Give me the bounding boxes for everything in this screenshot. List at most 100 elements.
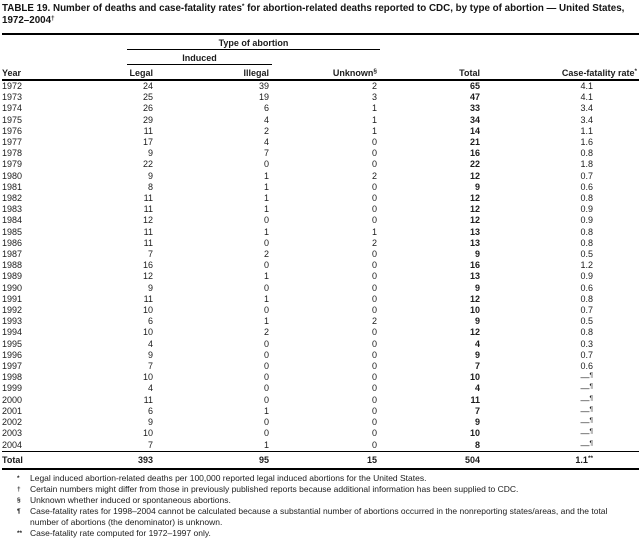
table-row: 1986 11 0 2 13 0.8 (2, 238, 639, 249)
unknown-cell: 0 (371, 271, 377, 282)
year-cell: 2000 (2, 394, 23, 405)
footnote-marker: ** (17, 529, 23, 537)
illegal-cell: 39 (258, 81, 269, 91)
footnote-text: Legal induced abortion-related deaths pe… (30, 472, 427, 483)
unknown-cell: 0 (371, 249, 377, 260)
total-cell: 21 (469, 137, 480, 148)
year-cell: 1975 (2, 114, 23, 125)
legal-cell: 9 (147, 148, 153, 159)
total-cell: 13 (469, 226, 480, 237)
rate-cell: 4.1 (580, 92, 593, 103)
illegal-cell: 0 (263, 159, 269, 170)
rate-cell: 0.8 (580, 327, 593, 338)
total-cell: 504 (380, 450, 480, 470)
table-row: 2002 9 0 0 9 —¶ (2, 417, 639, 428)
total-cell: 12 (469, 193, 480, 204)
illegal-cell: 4 (263, 114, 269, 125)
table-row: 1978 9 7 0 16 0.8 (2, 148, 639, 159)
unknown-cell: 1 (371, 125, 377, 136)
rate-cell: 1.8 (580, 159, 593, 170)
year-cell: 1997 (2, 361, 23, 372)
unknown-cell: 0 (371, 204, 377, 215)
illegal-cell: 1 (263, 193, 269, 204)
total-cell: 7 (474, 405, 480, 416)
table-row: 1995 4 0 0 4 0.3 (2, 339, 639, 350)
rate-cell: 0.9 (580, 271, 593, 282)
total-cell: 8 (474, 439, 480, 450)
table-row: 1991 11 1 0 12 0.8 (2, 294, 639, 305)
total-cell: 9 (474, 349, 480, 360)
illegal-cell: 0 (263, 338, 269, 349)
year-cell: 1992 (2, 305, 23, 316)
footnote-marker: * (17, 474, 20, 482)
rate-cell: 1.1** (480, 450, 639, 470)
table-row: 1990 9 0 0 9 0.6 (2, 283, 639, 294)
rate-cell: —¶ (580, 372, 594, 383)
unknown-cell: 0 (371, 361, 377, 372)
legal-cell: 10 (142, 305, 153, 316)
footnote-text: Unknown whether induced or spontaneous a… (30, 494, 231, 505)
footnote-text: Case-fatality rates for 1998–2004 cannot… (30, 505, 608, 527)
total-cell: 12 (469, 204, 480, 215)
title-text: TABLE 19. Number of deaths and case-fata… (2, 3, 242, 14)
illegal-cell: 0 (263, 394, 269, 405)
table-row: 1976 11 2 1 14 1.1 (2, 126, 639, 137)
year-cell: 2003 (2, 428, 23, 439)
rate-cell: —¶ (580, 394, 594, 405)
total-cell: 4 (474, 383, 480, 394)
spanner-row-induced: Induced (2, 49, 639, 65)
column-header-row: Year Legal Illegal Unknown§ Total Case-f… (2, 64, 639, 81)
unknown-cell: 0 (371, 439, 377, 450)
table-row: 1987 7 2 0 9 0.5 (2, 249, 639, 260)
total-cell: 16 (469, 260, 480, 271)
footnotes: * Legal induced abortion-related deaths p… (17, 473, 637, 539)
legal-cell: 11 (143, 226, 153, 237)
table-row: 1992 10 0 0 10 0.7 (2, 305, 639, 316)
total-cell: 9 (474, 249, 480, 260)
table-row: 1994 10 2 0 12 0.8 (2, 327, 639, 338)
cell-footnote-marker: ¶ (589, 383, 594, 391)
table-row: 1984 12 0 0 12 0.9 (2, 215, 639, 226)
year-cell: 1973 (2, 92, 23, 103)
illegal-cell: 1 (263, 204, 269, 215)
table-row: 1999 4 0 0 4 —¶ (2, 383, 639, 394)
year-cell: 1994 (2, 327, 23, 338)
total-cell: 9 (474, 282, 480, 293)
illegal-cell: 0 (263, 383, 269, 394)
legal-cell: 11 (143, 193, 153, 204)
illegal-cell: 0 (263, 237, 269, 248)
rate-cell: 0.9 (580, 215, 593, 226)
unknown-cell: 0 (371, 327, 377, 338)
footnote: § Unknown whether induced or spontaneous … (17, 495, 637, 506)
year-cell: 1983 (2, 204, 23, 215)
rate-cell: 0.8 (580, 193, 593, 204)
illegal-cell: 95 (159, 450, 272, 470)
footnote-text: Case-fatality rate computed for 1972–199… (30, 527, 211, 538)
illegal-cell: 2 (263, 327, 269, 338)
total-cell: 12 (469, 327, 480, 338)
unknown-cell: 2 (371, 81, 377, 91)
rate-cell: —¶ (580, 439, 594, 450)
rate-cell: 0.5 (580, 249, 593, 260)
footnote: * Legal induced abortion-related deaths p… (17, 473, 637, 484)
footnote: ¶ Case-fatality rates for 1998–2004 canno… (17, 506, 637, 528)
unknown-cell: 1 (371, 114, 377, 125)
legal-cell: 7 (147, 361, 153, 372)
cell-footnote-marker: ¶ (589, 394, 594, 402)
total-cell: 22 (469, 159, 480, 170)
rate-cell: —¶ (580, 417, 594, 428)
table-row: 1988 16 0 0 16 1.2 (2, 260, 639, 271)
total-cell: 7 (474, 361, 480, 372)
induced-spanner: Induced (127, 49, 272, 65)
unknown-cell: 2 (371, 170, 377, 181)
table-header: Type of abortion Induced Year Legal Ille… (2, 34, 639, 81)
title-footnote-marker-dagger: † (51, 15, 55, 22)
year-cell: 1978 (2, 148, 23, 159)
cell-footnote-marker: ¶ (589, 372, 594, 380)
illegal-cell: 0 (263, 428, 269, 439)
legal-cell: 10 (142, 327, 153, 338)
unknown-cell: 0 (371, 215, 377, 226)
unknown-cell: 0 (371, 137, 377, 148)
year-cell: 1980 (2, 170, 23, 181)
year-cell: 1990 (2, 282, 23, 293)
